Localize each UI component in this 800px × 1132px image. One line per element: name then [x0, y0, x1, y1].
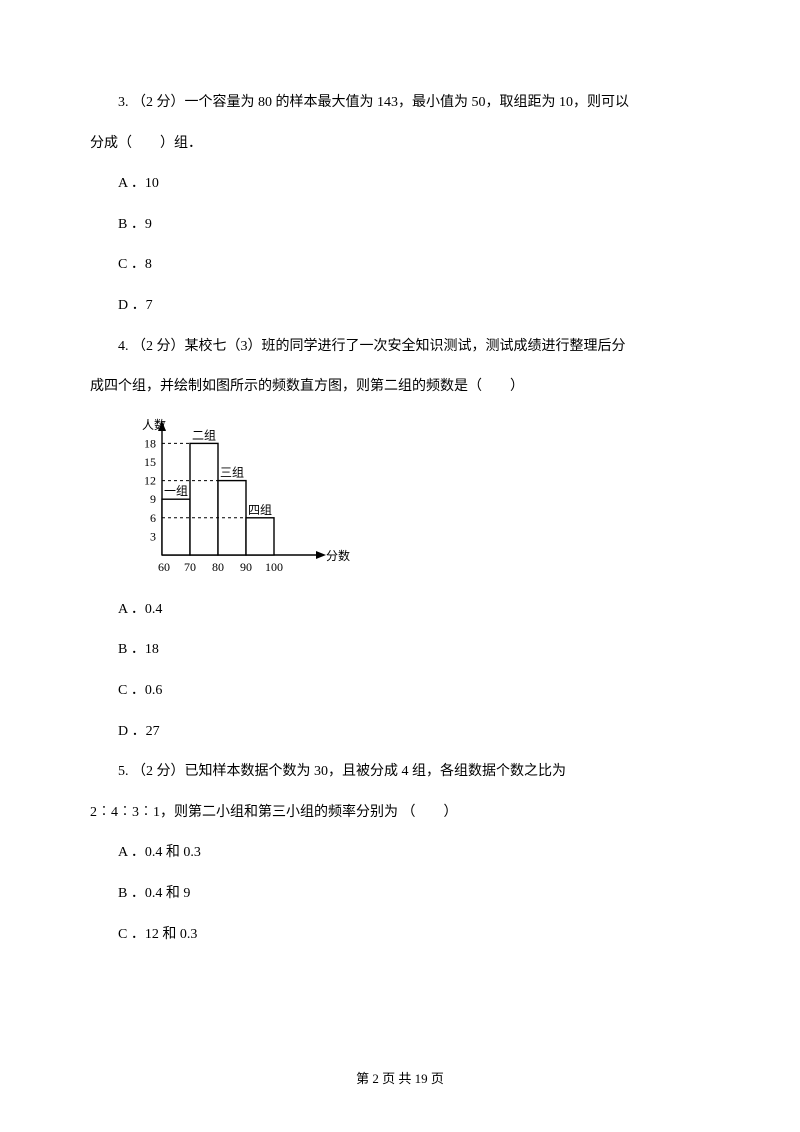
q4-opt-a: A ．0.4 [90, 597, 710, 624]
q4-opt-c: C ．0.6 [90, 678, 710, 705]
svg-text:18: 18 [144, 436, 156, 450]
histogram-chart: 人数分数 3 6 9 12 15 18 60 70 80 90 100 一组 二组三组四组 [120, 415, 380, 581]
svg-text:三组: 三组 [220, 465, 244, 479]
q5-opt-a: A ．0.4 和 0.3 [90, 840, 710, 867]
svg-text:90: 90 [240, 560, 252, 574]
question-3: 3. （2 分）一个容量为 80 的样本最大值为 143，最小值为 50，取组距… [90, 90, 710, 320]
svg-text:6: 6 [150, 511, 156, 525]
q4-opt-b: B ．18 [90, 637, 710, 664]
svg-text:70: 70 [184, 560, 196, 574]
svg-text:15: 15 [144, 455, 156, 469]
histogram-svg: 人数分数 3 6 9 12 15 18 60 70 80 90 100 一组 二组三组四组 [120, 415, 380, 581]
q3-opt-c: C ．8 [90, 252, 710, 279]
svg-text:12: 12 [144, 473, 156, 487]
q5-line2: 2︰4︰3︰1，则第二小组和第三小组的频率分别为 （ ） [90, 800, 710, 827]
q5-opt-b: B ．0.4 和 9 [90, 881, 710, 908]
svg-text:9: 9 [150, 492, 156, 506]
question-4: 4. （2 分）某校七（3）班的同学进行了一次安全知识测试，测试成绩进行整理后分… [90, 334, 710, 746]
q5-line1: 5. （2 分）已知样本数据个数为 30，且被分成 4 组，各组数据个数之比为 [90, 759, 710, 786]
q3-line1: 3. （2 分）一个容量为 80 的样本最大值为 143，最小值为 50，取组距… [90, 90, 710, 117]
q4-opt-d: D ．27 [90, 719, 710, 746]
svg-text:60: 60 [158, 560, 170, 574]
q3-opt-d: D ．7 [90, 293, 710, 320]
q3-line2: 分成（ ）组． [90, 131, 710, 158]
svg-text:人数: 人数 [142, 417, 166, 432]
svg-text:一组: 一组 [164, 484, 188, 498]
svg-text:四组: 四组 [248, 503, 272, 517]
svg-text:分数: 分数 [326, 548, 350, 563]
question-5: 5. （2 分）已知样本数据个数为 30，且被分成 4 组，各组数据个数之比为 … [90, 759, 710, 948]
q3-opt-a: A ．10 [90, 171, 710, 198]
svg-text:80: 80 [212, 560, 224, 574]
q4-line1: 4. （2 分）某校七（3）班的同学进行了一次安全知识测试，测试成绩进行整理后分 [90, 334, 710, 361]
svg-text:3: 3 [150, 529, 156, 543]
svg-text:100: 100 [265, 560, 283, 574]
q3-opt-b: B ．9 [90, 212, 710, 239]
q5-opt-c: C ．12 和 0.3 [90, 922, 710, 949]
page-footer: 第 2 页 共 19 页 [0, 1067, 800, 1092]
q4-line2: 成四个组，并绘制如图所示的频数直方图，则第二组的频数是（ ） [90, 374, 710, 401]
svg-text:二组: 二组 [192, 428, 216, 442]
